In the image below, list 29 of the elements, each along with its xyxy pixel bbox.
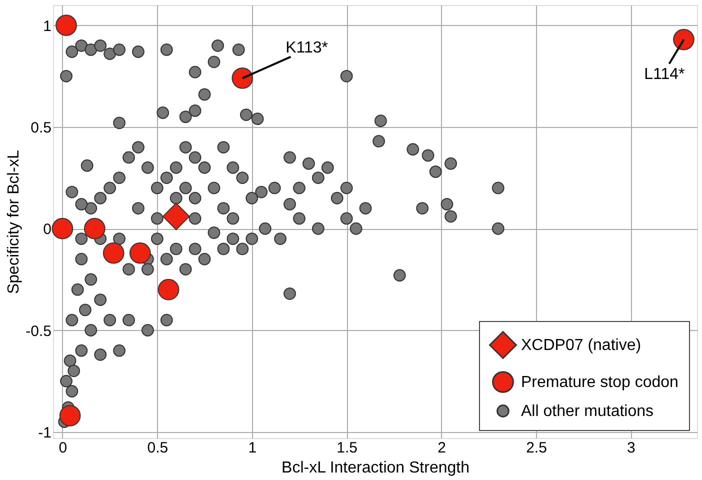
x-tick-label: 1.5 xyxy=(336,440,358,456)
y-tick-label: 1 xyxy=(43,18,52,35)
x-tick-label: 2.5 xyxy=(526,440,547,456)
y-tick-label: 0.5 xyxy=(30,119,52,136)
x-tick-label: 2 xyxy=(438,440,446,456)
point xyxy=(162,202,190,230)
point xyxy=(59,404,81,426)
y-tick-label: 0 xyxy=(43,221,52,238)
legend-label: All other mutations xyxy=(521,403,654,420)
annotation: L114* xyxy=(644,66,685,84)
y-tick-label: -0.5 xyxy=(26,322,52,340)
legend-label: Premature stop codon xyxy=(521,374,678,391)
annotation: K113* xyxy=(286,40,328,57)
x-tick-label: 1 xyxy=(248,440,257,456)
legend-label: XCDP07 (native) xyxy=(521,337,642,354)
x-tick-label: 0.5 xyxy=(147,440,168,456)
point xyxy=(158,278,180,300)
point xyxy=(84,218,106,240)
y-axis-title: Specificity for Bcl-xL xyxy=(6,150,23,294)
x-axis-title: Bcl-xL Interaction Strength xyxy=(282,460,470,476)
x-tick-label: 0 xyxy=(58,440,68,456)
point xyxy=(52,218,74,240)
point xyxy=(102,242,124,264)
point xyxy=(232,68,254,89)
point xyxy=(673,28,694,50)
point xyxy=(56,14,77,36)
y-tick-label: -1 xyxy=(38,424,52,442)
point xyxy=(129,242,151,264)
x-tick-label: 3 xyxy=(627,440,636,456)
